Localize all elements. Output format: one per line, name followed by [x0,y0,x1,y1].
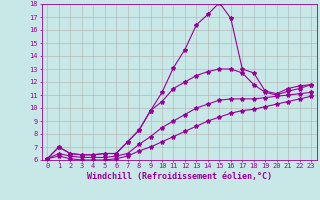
X-axis label: Windchill (Refroidissement éolien,°C): Windchill (Refroidissement éolien,°C) [87,172,272,181]
